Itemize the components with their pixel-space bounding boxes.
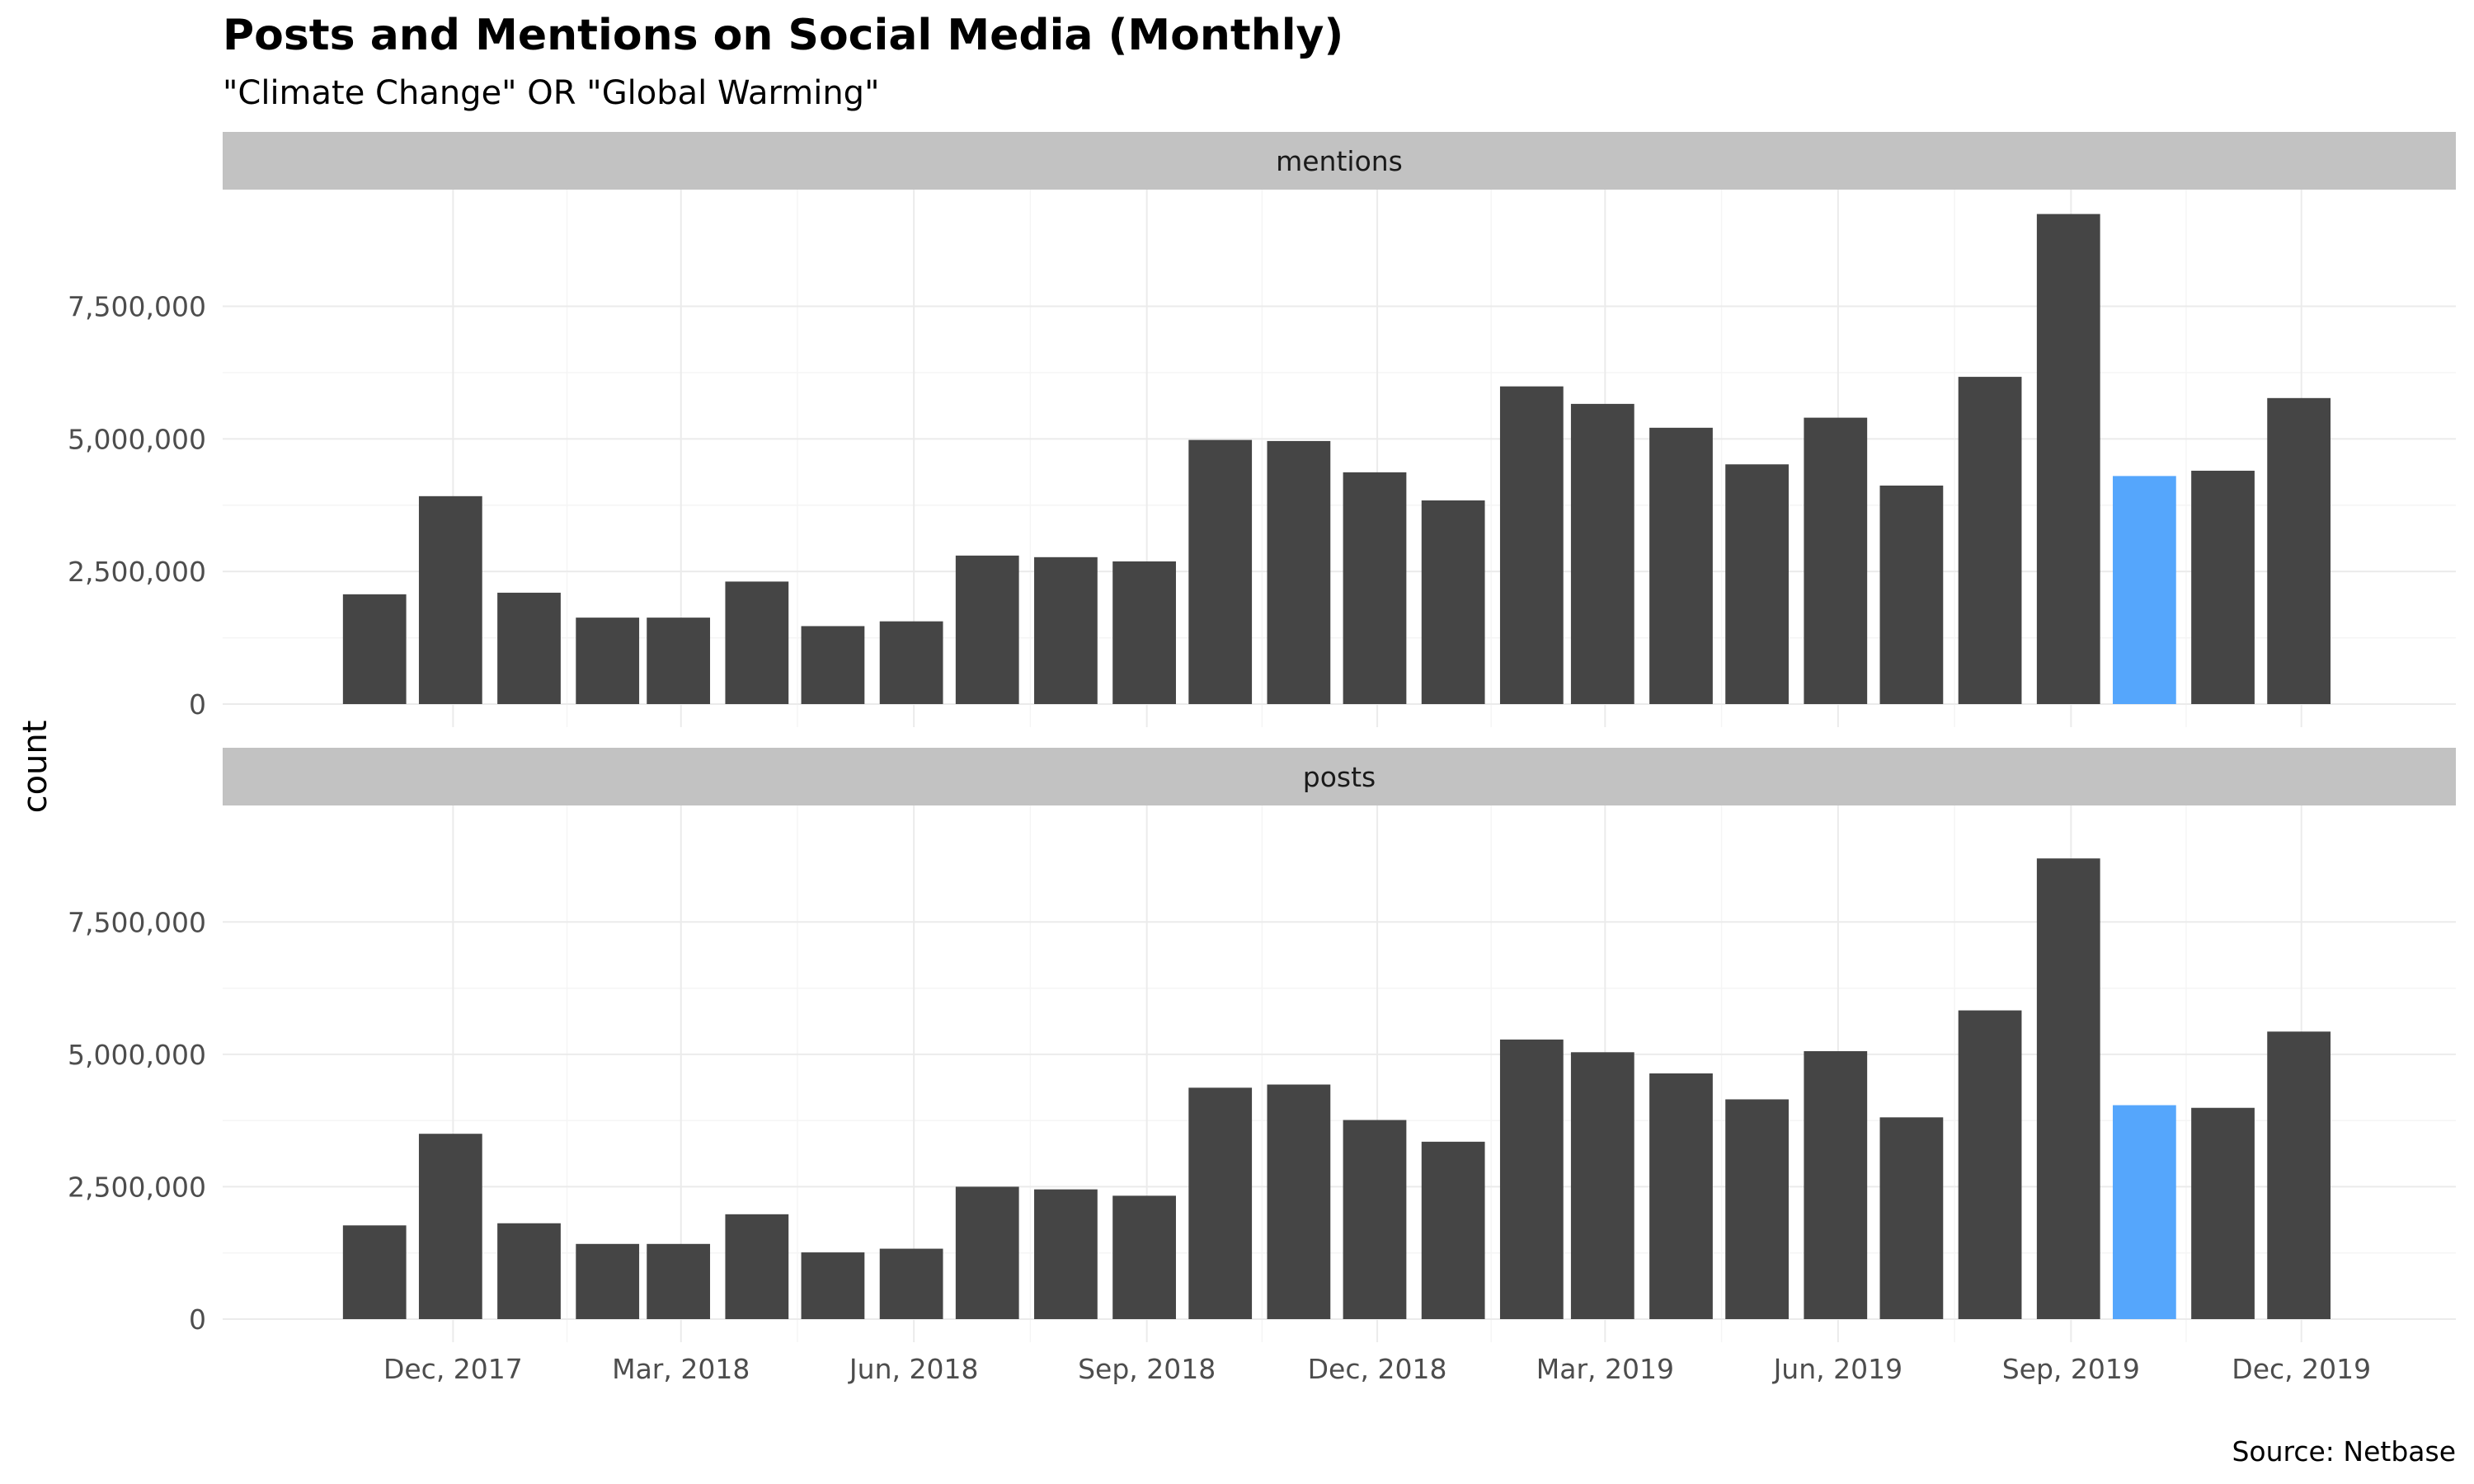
bar	[1649, 427, 1713, 704]
y-tick-label: 0	[189, 688, 206, 721]
y-tick-label: 5,000,000	[68, 1039, 206, 1071]
bar	[1343, 472, 1407, 704]
bar	[1421, 500, 1485, 704]
bar-highlight	[2112, 1105, 2176, 1319]
bar	[342, 1225, 407, 1319]
chart-title: Posts and Mentions on Social Media (Mont…	[223, 11, 1343, 60]
bar-highlight	[2112, 476, 2176, 704]
bar	[1499, 1039, 1564, 1319]
bar	[1188, 1087, 1253, 1319]
bar	[725, 581, 789, 704]
x-tick-label: Mar, 2019	[1536, 1353, 1674, 1385]
bar	[1188, 439, 1253, 704]
bar	[1725, 464, 1789, 704]
bar	[1034, 556, 1098, 704]
bar	[801, 1252, 865, 1319]
bar	[1725, 1099, 1789, 1319]
x-tick-label: Sep, 2018	[1078, 1353, 1216, 1385]
facet-strip-label: posts	[1303, 761, 1376, 793]
x-tick-label: Sep, 2019	[2002, 1353, 2140, 1385]
panel-mentions: mentions 0 2,500,000 5,000,000 7,500,000	[68, 132, 2456, 727]
bar	[879, 1248, 943, 1319]
y-tick-label: 2,500,000	[68, 1171, 206, 1203]
bar	[2267, 1031, 2331, 1319]
chart-caption: Source: Netbase	[2232, 1435, 2456, 1468]
bar	[1034, 1189, 1098, 1319]
bar	[1879, 485, 1944, 704]
y-tick-label: 5,000,000	[68, 423, 206, 455]
bar	[418, 1134, 482, 1319]
bar	[342, 594, 407, 704]
x-tick-label: Mar, 2018	[612, 1353, 750, 1385]
bar	[2191, 1107, 2255, 1319]
bar	[2036, 214, 2100, 705]
bar	[2191, 470, 2255, 704]
panel-posts: posts 0 2,500,000 5,000,000 7,500,000	[68, 748, 2456, 1342]
bar	[497, 592, 561, 704]
x-tick-label: Dec, 2018	[1308, 1353, 1447, 1385]
bar	[647, 618, 711, 704]
bar	[1879, 1117, 1944, 1319]
bar	[1570, 403, 1634, 704]
y-axis-title: count	[16, 721, 54, 814]
bar	[1958, 377, 2022, 704]
bar	[1570, 1052, 1634, 1319]
x-tick-label: Dec, 2019	[2232, 1353, 2371, 1385]
bar	[955, 555, 1019, 704]
bar	[497, 1223, 561, 1319]
bar	[879, 621, 943, 704]
bar	[418, 495, 482, 704]
facet-strip	[223, 132, 2456, 190]
y-tick-label: 7,500,000	[68, 906, 206, 938]
bar	[1112, 1195, 1176, 1319]
facet-panels: mentions02,500,0005,000,0007,500,000post…	[68, 132, 2456, 1385]
bar	[955, 1186, 1019, 1319]
bar	[1267, 440, 1331, 704]
bar	[1958, 1010, 2022, 1319]
facet-strip-label: mentions	[1276, 145, 1403, 177]
bar	[1649, 1073, 1713, 1319]
facet-strip	[223, 748, 2456, 805]
bar	[1112, 561, 1176, 704]
y-tick-label: 0	[189, 1303, 206, 1336]
bar	[2036, 858, 2100, 1319]
bar	[801, 626, 865, 704]
x-tick-label: Jun, 2019	[1772, 1353, 1903, 1385]
x-axis: Dec, 2017 Mar, 2018 Jun, 2018 Sep, 2018 Dec,…	[383, 1353, 2371, 1385]
bar	[576, 1243, 640, 1319]
bar	[1267, 1084, 1331, 1319]
bar	[1499, 386, 1564, 704]
bar	[725, 1214, 789, 1319]
bar	[1804, 1051, 1868, 1319]
x-tick-label: Jun, 2018	[848, 1353, 979, 1385]
bar	[1421, 1141, 1485, 1319]
y-tick-label: 2,500,000	[68, 556, 206, 588]
bar	[576, 618, 640, 704]
y-tick-label: 7,500,000	[68, 291, 206, 323]
bar	[647, 1243, 711, 1319]
bar	[2267, 397, 2331, 704]
bar	[1804, 417, 1868, 704]
chart-subtitle: "Climate Change" OR "Global Warming"	[223, 74, 879, 112]
bar	[1343, 1120, 1407, 1319]
x-tick-label: Dec, 2017	[383, 1353, 523, 1385]
